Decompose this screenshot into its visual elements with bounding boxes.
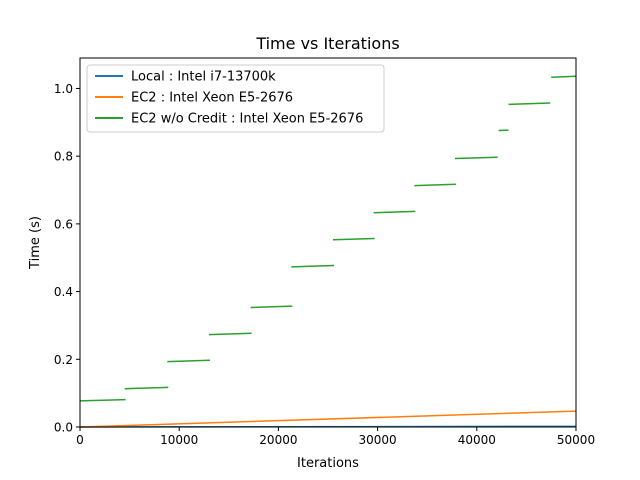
series-2-segment-4 [250, 305, 293, 309]
series-2-segment-6 [332, 237, 375, 241]
series-1-segment-0 [79, 410, 577, 428]
series-2-segment-1 [124, 386, 169, 390]
y-tick-label: 0.2 [54, 353, 73, 367]
y-tick-label: 0.4 [54, 285, 73, 299]
x-axis-ticks: 0 10000 20000 30000 40000 50000 [76, 427, 595, 447]
x-tick-label: 10000 [160, 433, 198, 447]
x-axis-label: Iterations [297, 456, 359, 471]
legend-label-local: Local : Intel i7-13700k [131, 70, 276, 85]
series-2-segment-7 [373, 210, 416, 214]
series-2-segment-2 [167, 359, 210, 363]
series-2-segment-8 [414, 183, 456, 187]
series-2-segment-5 [291, 264, 334, 268]
x-tick-label: 0 [76, 433, 84, 447]
series-2-segment-11 [508, 102, 551, 106]
x-tick-label: 30000 [359, 433, 397, 447]
chart-title: Time vs Iterations [255, 34, 399, 53]
y-tick-label: 1.0 [54, 82, 73, 96]
plot-frame [79, 57, 577, 428]
y-tick-label: 0.0 [54, 421, 73, 435]
x-tick-label: 40000 [458, 433, 496, 447]
series-2-segment-3 [208, 332, 252, 336]
legend-label-ec2-no-credit: EC2 w/o Credit : Intel Xeon E5-2676 [131, 112, 363, 127]
y-axis-ticks: 0.0 0.2 0.4 0.6 0.8 1.0 [54, 82, 80, 435]
x-tick-label: 50000 [557, 433, 595, 447]
legend-label-ec2: EC2 : Intel Xeon E5-2676 [131, 91, 293, 106]
legend-box [86, 64, 385, 133]
series-2-segment-0 [79, 398, 126, 402]
x-tick-label: 20000 [259, 433, 297, 447]
y-tick-label: 0.8 [54, 150, 73, 164]
y-tick-label: 0.6 [54, 217, 73, 231]
y-axis-label: Time (s) [28, 216, 43, 270]
series-2-segment-9 [454, 156, 498, 160]
series-2-segment-12 [551, 75, 577, 79]
legend: Local : Intel i7-13700k EC2 : Intel Xeon… [86, 64, 385, 133]
